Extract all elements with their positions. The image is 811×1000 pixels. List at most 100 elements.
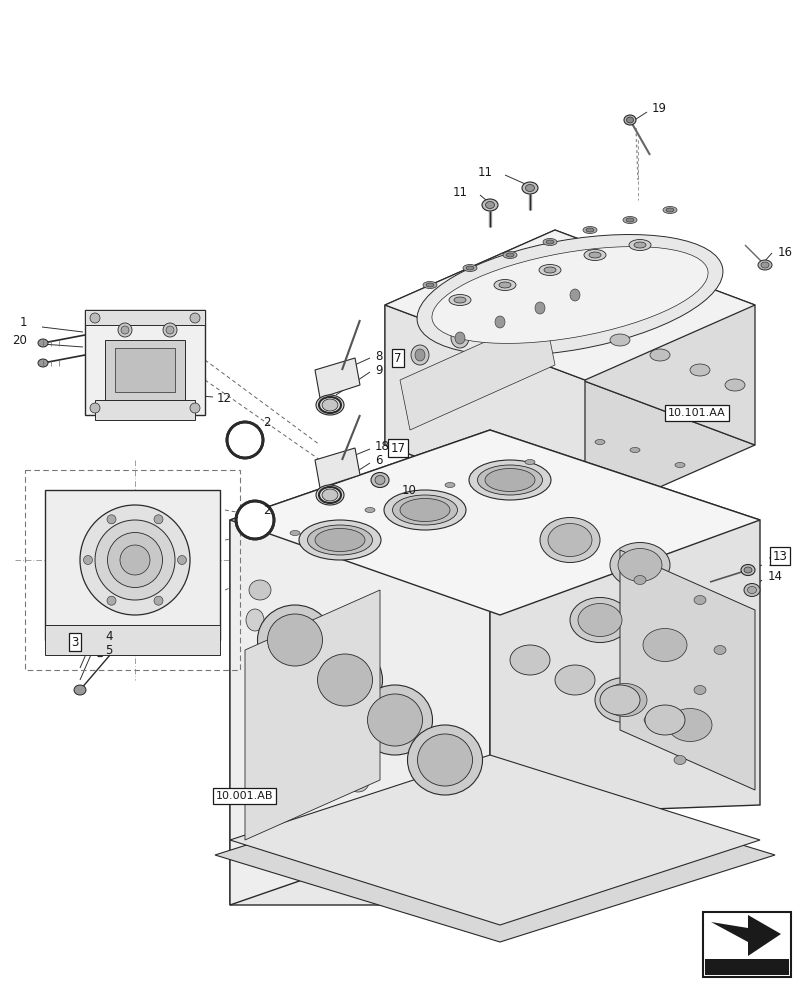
Ellipse shape — [120, 545, 150, 575]
Ellipse shape — [539, 264, 560, 275]
Text: 10.101.AA: 10.101.AA — [667, 408, 725, 418]
Ellipse shape — [634, 622, 694, 668]
Ellipse shape — [426, 283, 433, 287]
Ellipse shape — [629, 239, 650, 250]
Ellipse shape — [521, 182, 538, 194]
Ellipse shape — [659, 702, 719, 748]
Ellipse shape — [246, 609, 264, 631]
Ellipse shape — [609, 334, 629, 346]
Text: 4: 4 — [105, 631, 113, 644]
Ellipse shape — [400, 498, 449, 522]
Ellipse shape — [322, 399, 337, 411]
Ellipse shape — [643, 716, 655, 724]
Ellipse shape — [417, 235, 722, 355]
Ellipse shape — [319, 750, 341, 770]
Ellipse shape — [505, 253, 513, 257]
Ellipse shape — [667, 708, 711, 742]
Ellipse shape — [545, 240, 553, 244]
Ellipse shape — [190, 403, 200, 413]
Ellipse shape — [644, 705, 684, 735]
Ellipse shape — [260, 789, 279, 811]
Ellipse shape — [577, 603, 621, 637]
Bar — [702, 912, 790, 977]
Ellipse shape — [547, 524, 591, 556]
Ellipse shape — [257, 605, 332, 675]
Ellipse shape — [80, 505, 190, 615]
Polygon shape — [45, 490, 220, 640]
Ellipse shape — [642, 629, 686, 662]
Ellipse shape — [322, 489, 337, 501]
Text: 3: 3 — [71, 636, 79, 648]
Text: 18: 18 — [375, 440, 389, 452]
Ellipse shape — [674, 462, 684, 468]
Ellipse shape — [107, 596, 116, 605]
Polygon shape — [554, 230, 754, 445]
Text: 19: 19 — [651, 102, 666, 115]
Ellipse shape — [230, 426, 259, 454]
Polygon shape — [489, 430, 759, 815]
Ellipse shape — [307, 645, 382, 715]
Ellipse shape — [747, 586, 756, 593]
Ellipse shape — [485, 202, 494, 209]
Ellipse shape — [249, 580, 271, 600]
Ellipse shape — [583, 249, 605, 260]
Polygon shape — [384, 230, 754, 380]
Ellipse shape — [673, 756, 685, 764]
Ellipse shape — [392, 495, 457, 525]
Polygon shape — [105, 340, 185, 400]
Text: 13: 13 — [771, 550, 787, 562]
Ellipse shape — [626, 117, 633, 123]
Ellipse shape — [163, 323, 177, 337]
Ellipse shape — [534, 302, 544, 314]
Ellipse shape — [622, 217, 636, 224]
Ellipse shape — [609, 542, 669, 587]
Ellipse shape — [84, 556, 92, 564]
Ellipse shape — [118, 323, 132, 337]
Ellipse shape — [484, 468, 534, 491]
Ellipse shape — [74, 685, 86, 695]
Ellipse shape — [38, 359, 48, 367]
Ellipse shape — [90, 313, 100, 323]
Ellipse shape — [375, 476, 384, 485]
Ellipse shape — [543, 238, 556, 245]
Ellipse shape — [757, 260, 771, 270]
Text: 10: 10 — [401, 484, 416, 496]
Polygon shape — [315, 358, 359, 398]
Ellipse shape — [315, 395, 344, 415]
Text: 8: 8 — [375, 350, 382, 362]
Bar — [704, 959, 788, 975]
Ellipse shape — [495, 316, 504, 328]
Ellipse shape — [384, 490, 466, 530]
Text: 9: 9 — [375, 363, 382, 376]
Text: 5: 5 — [105, 645, 112, 658]
Ellipse shape — [371, 473, 388, 488]
Ellipse shape — [482, 199, 497, 211]
Ellipse shape — [633, 242, 646, 248]
Text: 16: 16 — [777, 245, 792, 258]
Text: 6: 6 — [375, 454, 382, 466]
Ellipse shape — [431, 247, 707, 343]
Ellipse shape — [154, 515, 163, 524]
Ellipse shape — [617, 548, 661, 582]
Ellipse shape — [502, 251, 517, 258]
Ellipse shape — [569, 597, 629, 643]
Text: 2: 2 — [263, 416, 270, 428]
Ellipse shape — [365, 508, 375, 512]
Polygon shape — [384, 370, 754, 520]
Text: 17: 17 — [390, 442, 405, 454]
Ellipse shape — [599, 685, 639, 715]
Ellipse shape — [663, 207, 676, 214]
Ellipse shape — [315, 485, 344, 505]
Ellipse shape — [689, 364, 709, 376]
Ellipse shape — [760, 262, 768, 268]
Ellipse shape — [414, 349, 424, 361]
Ellipse shape — [298, 520, 380, 560]
Ellipse shape — [267, 614, 322, 666]
Polygon shape — [315, 448, 359, 488]
Polygon shape — [710, 915, 780, 956]
Ellipse shape — [724, 379, 744, 391]
Ellipse shape — [509, 645, 549, 675]
Ellipse shape — [251, 669, 268, 691]
Ellipse shape — [90, 403, 100, 413]
Ellipse shape — [693, 595, 705, 604]
